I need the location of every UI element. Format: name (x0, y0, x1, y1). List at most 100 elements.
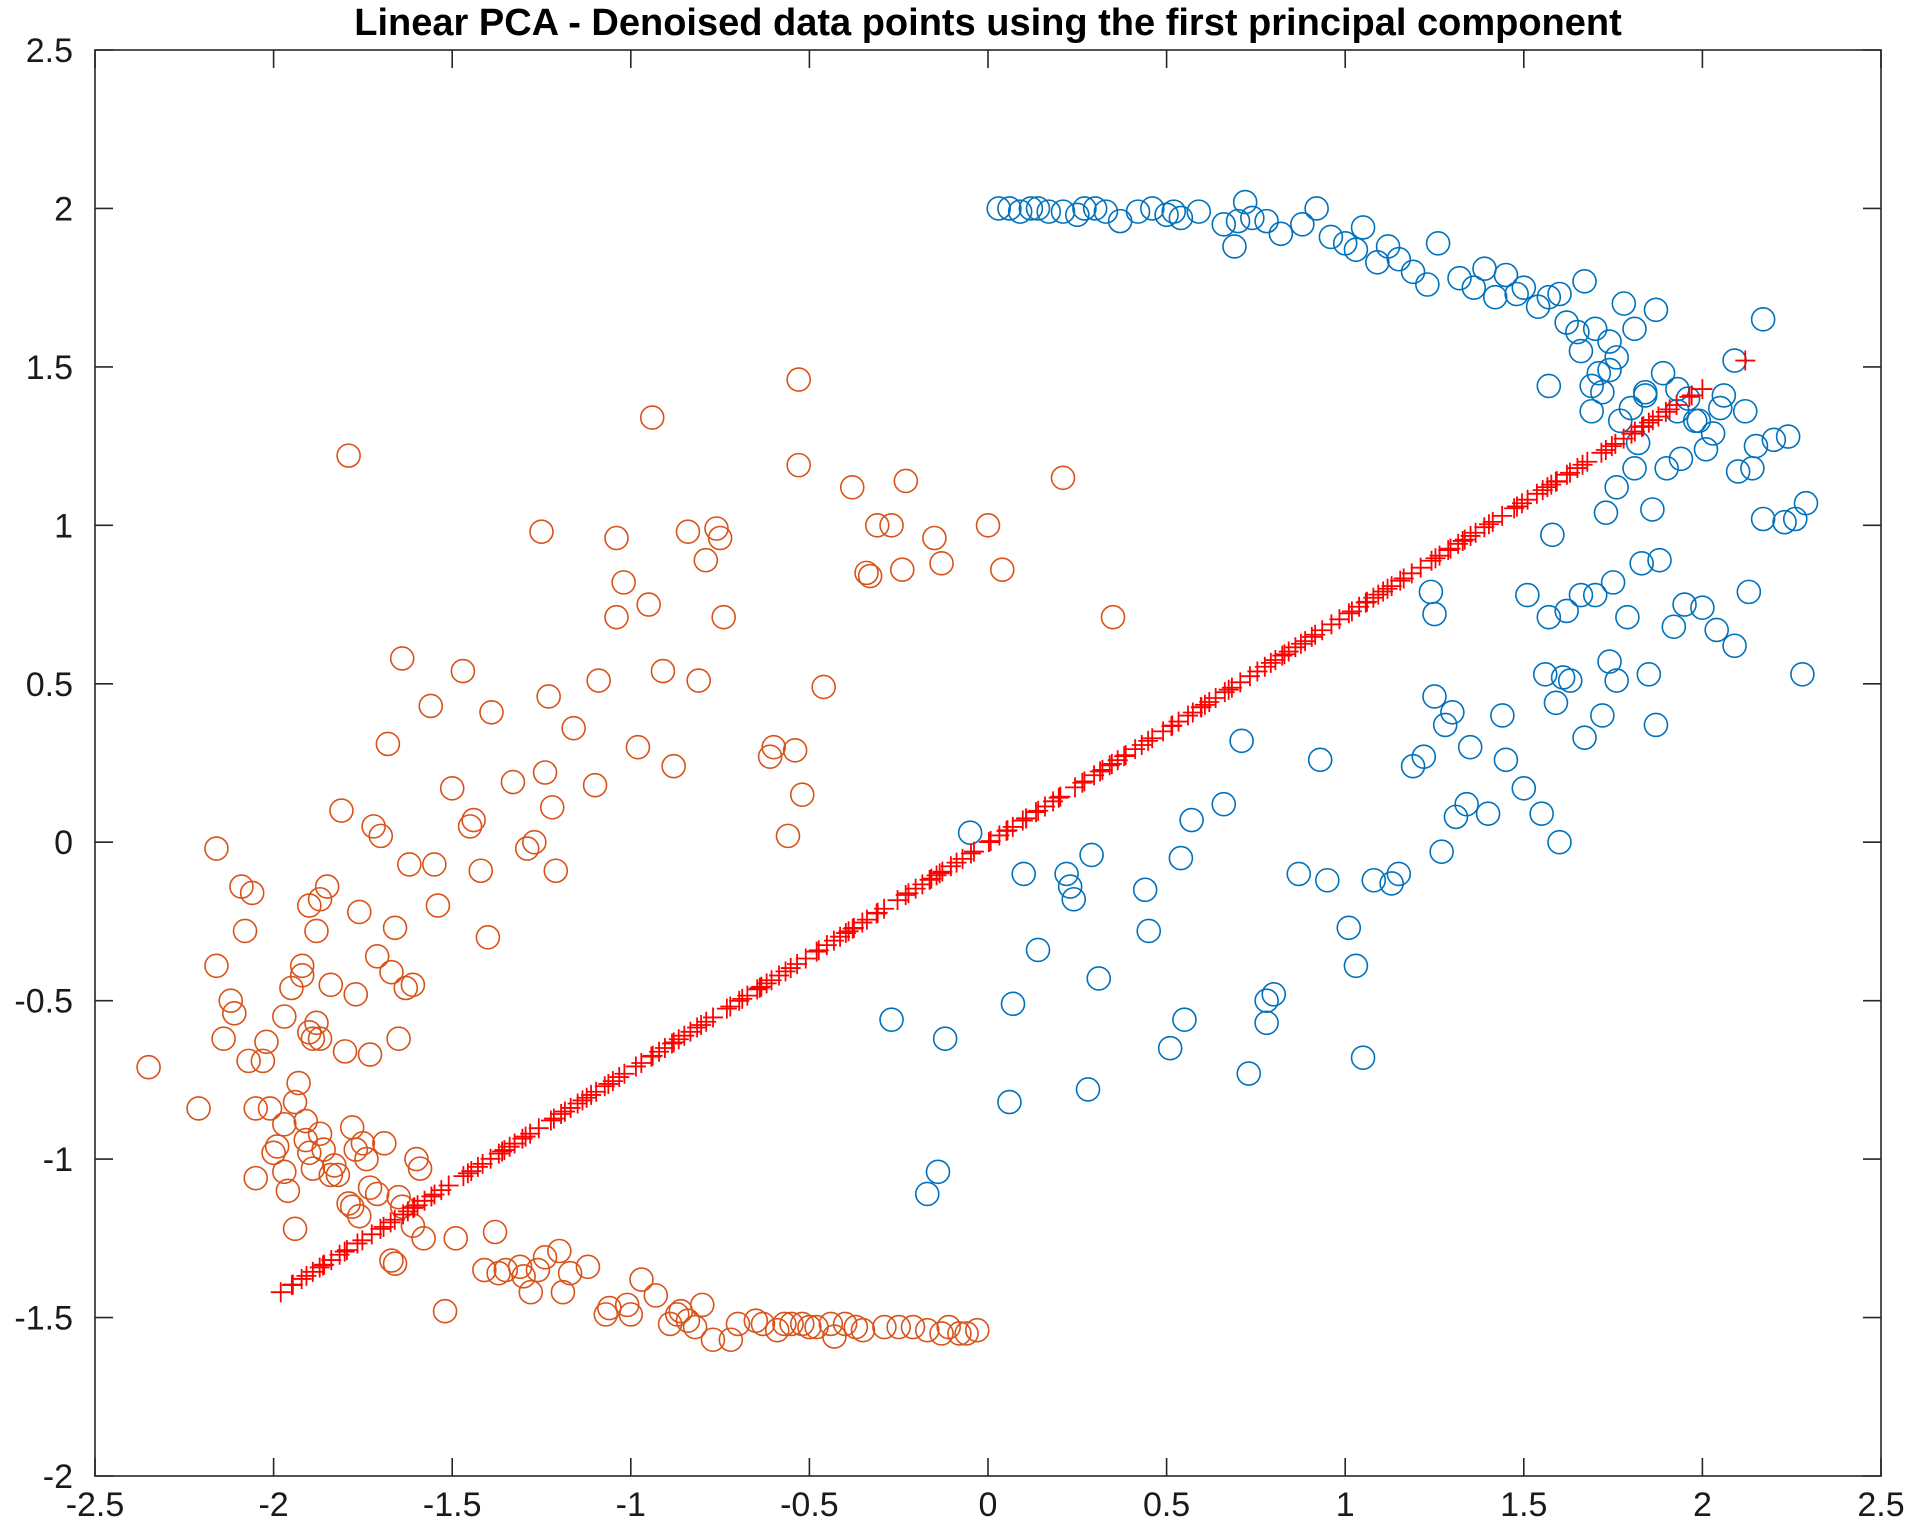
data-point (1643, 297, 1669, 323)
data-point (782, 738, 808, 763)
data-point (364, 1181, 390, 1207)
data-point (1440, 699, 1465, 725)
data-point (1290, 211, 1315, 237)
y-tick-label: -2 (43, 1458, 73, 1496)
data-point (1668, 446, 1694, 472)
data-point (1236, 1061, 1262, 1086)
data-point (536, 684, 561, 709)
data-point (914, 1317, 940, 1343)
data-point (403, 1197, 424, 1218)
data-point (1161, 199, 1187, 224)
data-point (879, 1007, 904, 1032)
data-point (1114, 746, 1135, 767)
data-point (467, 1156, 488, 1177)
data-point (1478, 514, 1499, 535)
data-point (1618, 395, 1644, 421)
data-point (1425, 548, 1446, 569)
data-point (1418, 579, 1444, 605)
data-point (1100, 604, 1126, 630)
data-point (1681, 385, 1702, 406)
data-point (370, 1218, 391, 1239)
data-point (1225, 208, 1251, 234)
data-point (468, 858, 494, 884)
data-point (511, 1264, 536, 1289)
data-point (664, 1302, 690, 1327)
data-point (922, 525, 947, 551)
data-point (557, 1260, 583, 1286)
data-point (1472, 256, 1497, 281)
data-point (1035, 796, 1055, 817)
data-point (1050, 199, 1076, 224)
data-point (1582, 582, 1608, 608)
series-1 (879, 189, 1819, 1207)
data-point (929, 863, 950, 884)
data-point (136, 1054, 161, 1080)
data-point (372, 1130, 397, 1156)
data-point (425, 893, 451, 918)
data-point (1557, 668, 1583, 693)
data-point (594, 1076, 615, 1097)
data-point (625, 1056, 646, 1077)
data-point (1460, 525, 1481, 546)
data-point (1125, 199, 1151, 224)
data-point (946, 852, 967, 873)
data-point (1554, 598, 1579, 624)
data-point (1672, 592, 1697, 617)
data-point (307, 886, 333, 912)
data-point (1511, 275, 1537, 300)
data-point (1386, 246, 1412, 272)
data-point (1191, 697, 1212, 718)
data-point (211, 1026, 236, 1051)
data-point (540, 1110, 561, 1131)
data-point (1666, 395, 1687, 416)
data-point (1401, 563, 1422, 584)
data-point (725, 1311, 751, 1337)
data-point (729, 990, 750, 1011)
data-point (1654, 455, 1679, 481)
data-point (293, 1127, 319, 1153)
data-point (789, 1311, 815, 1337)
data-point (789, 782, 815, 807)
data-point (361, 814, 386, 839)
data-point (457, 1163, 478, 1184)
data-point (1643, 712, 1669, 738)
data-point (1365, 250, 1390, 275)
data-point (1568, 338, 1594, 364)
data-point (307, 1026, 333, 1051)
data-point (343, 982, 369, 1007)
data-point (361, 1224, 382, 1245)
data-point (857, 563, 883, 589)
data-point (379, 1248, 404, 1273)
data-point (275, 1178, 301, 1204)
data-point (1591, 442, 1612, 463)
data-point (1361, 867, 1387, 893)
data-point (1597, 329, 1622, 354)
data-point (691, 1015, 712, 1036)
data-point (832, 1311, 858, 1337)
data-point (443, 1226, 469, 1251)
data-point (1600, 570, 1626, 595)
data-point (1012, 810, 1033, 831)
data-point (575, 1254, 601, 1280)
data-point (1075, 1077, 1101, 1102)
data-point (264, 1134, 290, 1159)
data-point (925, 1159, 951, 1185)
data-point (914, 1181, 940, 1207)
data-point (1492, 505, 1513, 526)
data-point (639, 405, 665, 430)
data-point (1692, 379, 1713, 400)
data-point (889, 557, 915, 582)
data-point (1506, 496, 1527, 517)
data-point (286, 1070, 311, 1096)
data-point (1515, 582, 1540, 608)
data-point (1343, 237, 1369, 262)
data-point (304, 1010, 329, 1036)
data-point (703, 1007, 724, 1028)
data-point (1421, 550, 1442, 571)
data-point (1541, 474, 1562, 495)
data-point (386, 1184, 411, 1210)
data-point (1543, 690, 1569, 716)
data-point (631, 1053, 652, 1074)
data-point (236, 1048, 261, 1074)
y-tick-label: 2.5 (26, 32, 73, 70)
